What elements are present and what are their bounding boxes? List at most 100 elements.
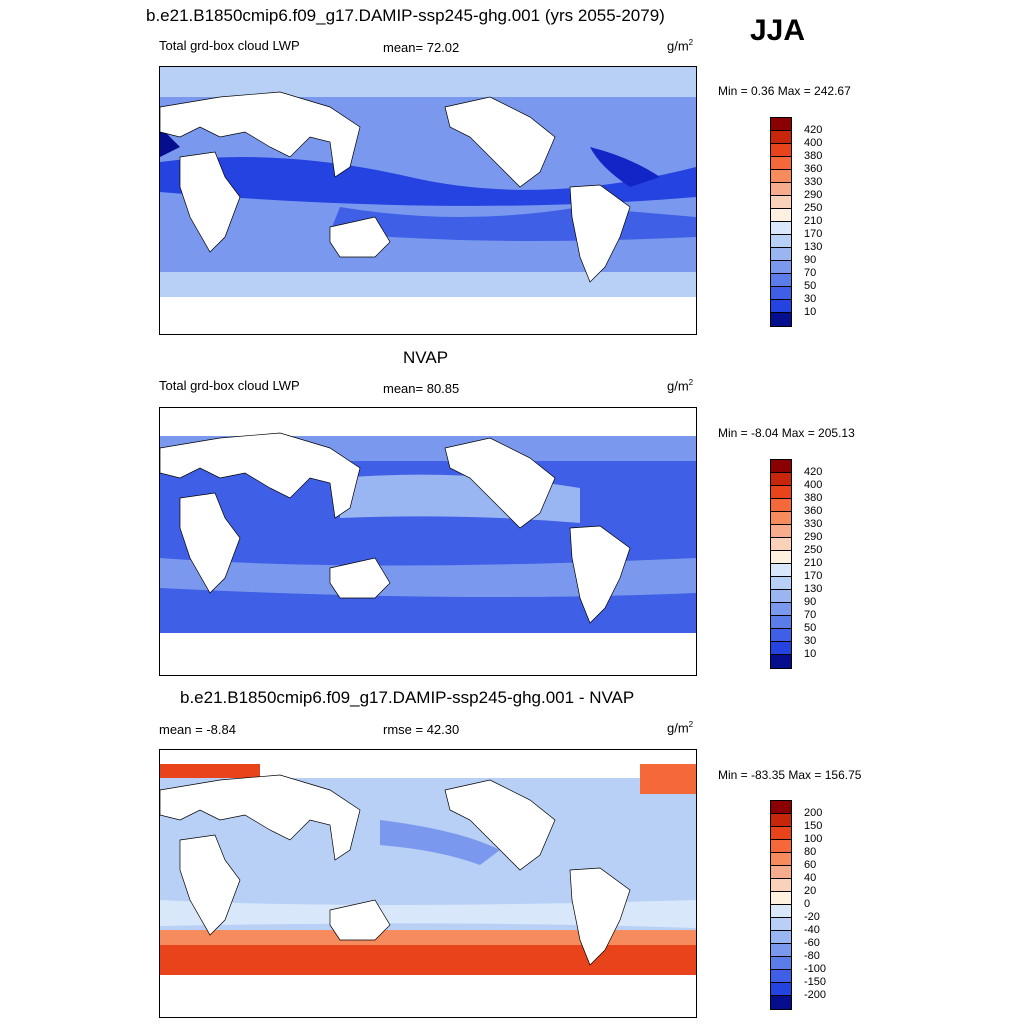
colorbar-swatch <box>771 983 791 996</box>
panel-1-mean: mean= 72.02 <box>383 40 460 55</box>
colorbar-tick-label: 290 <box>804 531 823 543</box>
colorbar-swatch <box>771 892 791 905</box>
colorbar-swatch <box>771 996 791 1009</box>
colorbar-tick-label: 30 <box>804 635 817 647</box>
colorbar-swatch <box>771 538 791 551</box>
colorbar-swatch <box>771 590 791 603</box>
colorbar-tick-label: 400 <box>804 479 823 491</box>
colorbar-swatch <box>771 918 791 931</box>
colorbar-tick-label: 210 <box>804 215 823 227</box>
colorbar-tick-label: 90 <box>804 596 817 608</box>
colorbar-swatch <box>771 853 791 866</box>
colorbar-tick-label: 90 <box>804 254 817 266</box>
colorbar-swatch <box>771 866 791 879</box>
colorbar-swatch <box>771 287 791 300</box>
colorbar-swatch <box>771 551 791 564</box>
colorbar-tick-label: 360 <box>804 505 823 517</box>
colorbar-tick-label: 30 <box>804 293 817 305</box>
colorbar-tick-label: 380 <box>804 150 823 162</box>
panel-1-colorbar <box>770 117 792 327</box>
colorbar-swatch <box>771 840 791 853</box>
colorbar-swatch <box>771 655 791 668</box>
colorbar-swatch <box>771 170 791 183</box>
panel-2-map <box>159 407 697 676</box>
colorbar-tick-label: 150 <box>804 820 823 832</box>
colorbar-tick-label: 50 <box>804 280 817 292</box>
colorbar-swatch <box>771 879 791 892</box>
colorbar-tick-label: -80 <box>804 950 820 962</box>
colorbar-swatch <box>771 274 791 287</box>
colorbar-swatch <box>771 931 791 944</box>
colorbar-swatch <box>771 944 791 957</box>
colorbar-swatch <box>771 629 791 642</box>
colorbar-tick-label: 380 <box>804 492 823 504</box>
colorbar-swatch <box>771 183 791 196</box>
colorbar-swatch <box>771 499 791 512</box>
colorbar-swatch <box>771 642 791 655</box>
colorbar-tick-label: 100 <box>804 833 823 845</box>
panel-2-mean: mean= 80.85 <box>383 381 460 396</box>
panel-3-title: b.e21.B1850cmip6.f09_g17.DAMIP-ssp245-gh… <box>180 688 635 707</box>
colorbar-swatch <box>771 801 791 814</box>
colorbar-swatch <box>771 460 791 473</box>
colorbar-tick-label: 70 <box>804 267 817 279</box>
colorbar-swatch <box>771 564 791 577</box>
colorbar-swatch <box>771 248 791 261</box>
colorbar-tick-label: -200 <box>804 989 827 1001</box>
colorbar-swatch <box>771 300 791 313</box>
colorbar-tick-label: -150 <box>804 976 827 988</box>
panel-1-units: g/m2 <box>667 38 694 54</box>
colorbar-tick-label: 400 <box>804 137 823 149</box>
colorbar-tick-label: 20 <box>804 885 817 897</box>
panel-1-map <box>159 66 697 335</box>
colorbar-tick-label: 170 <box>804 228 823 240</box>
colorbar-swatch <box>771 144 791 157</box>
colorbar-swatch <box>771 525 791 538</box>
colorbar-tick-label: 170 <box>804 570 823 582</box>
colorbar-tick-label: 0 <box>804 898 811 910</box>
colorbar-swatch <box>771 486 791 499</box>
colorbar-tick-label: -100 <box>804 963 827 975</box>
colorbar-swatch <box>771 814 791 827</box>
colorbar-tick-label: 40 <box>804 872 817 884</box>
colorbar-swatch <box>771 577 791 590</box>
panel-1-minmax: Min = 0.36 Max = 242.67 <box>718 84 851 98</box>
panel-3-units: g/m2 <box>667 720 694 736</box>
panel-2-colorbar <box>770 459 792 669</box>
panel-3-mean: mean = -8.84 <box>159 722 236 737</box>
colorbar-swatch <box>771 131 791 144</box>
colorbar-tick-label: 80 <box>804 846 817 858</box>
colorbar-tick-label: -40 <box>804 924 820 936</box>
colorbar-tick-label: 330 <box>804 518 823 530</box>
colorbar-tick-label: 420 <box>804 124 823 136</box>
colorbar-tick-label: 130 <box>804 583 823 595</box>
panel-2-minmax: Min = -8.04 Max = 205.13 <box>718 426 855 440</box>
colorbar-tick-label: -20 <box>804 911 820 923</box>
colorbar-swatch <box>771 235 791 248</box>
season-label: JJA <box>750 14 806 47</box>
colorbar-tick-label: 360 <box>804 163 823 175</box>
colorbar-tick-label: 50 <box>804 622 817 634</box>
colorbar-tick-label: 290 <box>804 189 823 201</box>
colorbar-swatch <box>771 196 791 209</box>
panel-3-map <box>159 749 697 1018</box>
panel-2-left-label: Total grd-box cloud LWP <box>159 378 300 393</box>
panel-2-units: g/m2 <box>667 378 694 394</box>
colorbar-tick-label: 330 <box>804 176 823 188</box>
panel-3-colorbar <box>770 800 792 1010</box>
colorbar-tick-label: 200 <box>804 807 823 819</box>
colorbar-tick-label: 10 <box>804 306 817 318</box>
colorbar-tick-label: -60 <box>804 937 820 949</box>
colorbar-swatch <box>771 313 791 326</box>
colorbar-swatch <box>771 970 791 983</box>
panel-1-left-label: Total grd-box cloud LWP <box>159 38 300 53</box>
colorbar-swatch <box>771 512 791 525</box>
colorbar-swatch <box>771 261 791 274</box>
colorbar-tick-label: 10 <box>804 648 817 660</box>
colorbar-swatch <box>771 157 791 170</box>
colorbar-tick-label: 210 <box>804 557 823 569</box>
colorbar-tick-label: 130 <box>804 241 823 253</box>
panel-2-title: NVAP <box>403 348 449 367</box>
colorbar-tick-label: 250 <box>804 544 823 556</box>
colorbar-swatch <box>771 222 791 235</box>
